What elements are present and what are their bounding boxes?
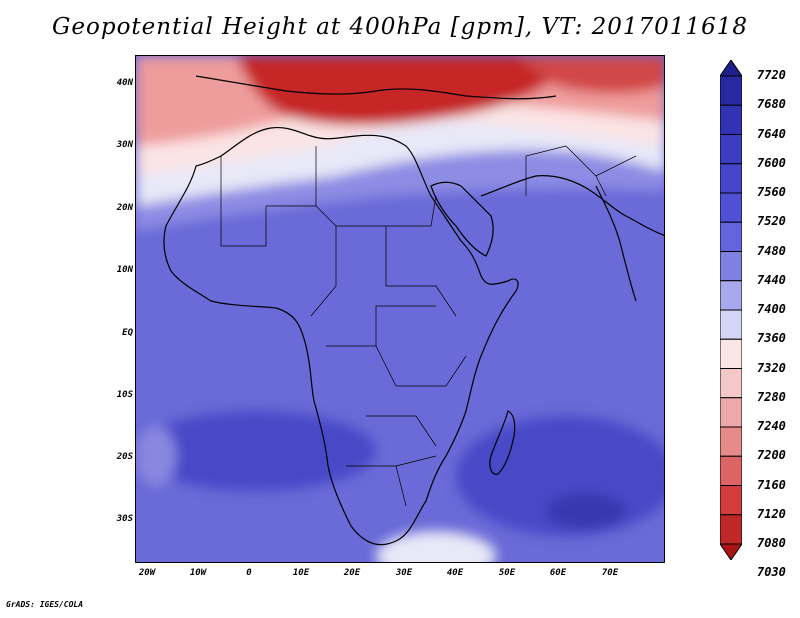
colorbar-swatch xyxy=(720,221,742,252)
colorbar xyxy=(720,60,742,560)
africa-outline xyxy=(163,126,519,546)
colorbar-level-label: 7720 xyxy=(757,68,786,82)
colorbar-level-label: 7360 xyxy=(757,331,786,346)
colorbar-swatch xyxy=(720,368,742,399)
credit-text: GrADS: IGES/COLA xyxy=(6,600,84,609)
lon-label: 60E xyxy=(549,568,567,578)
lat-label: 20S xyxy=(116,452,133,462)
mediterranean-coast xyxy=(195,75,557,100)
colorbar-bottom-arrow xyxy=(720,543,742,560)
colorbar-level-label: 7200 xyxy=(757,448,786,463)
colorbar-level-label: 7320 xyxy=(757,360,786,375)
lat-label: 20N xyxy=(116,203,133,213)
lon-label: 20E xyxy=(343,568,361,578)
colorbar-level-label: 7480 xyxy=(757,243,786,258)
colorbar-level-label: 7600 xyxy=(757,155,786,170)
lat-label: 30N xyxy=(116,140,133,150)
red-sea-outline xyxy=(430,181,494,257)
lon-label: 0 xyxy=(246,568,252,578)
lon-label: 40E xyxy=(446,568,464,578)
colorbar-swatch xyxy=(720,134,742,165)
lat-label: 40N xyxy=(116,78,133,88)
lon-label: 70E xyxy=(601,568,619,578)
colorbar-swatch xyxy=(720,397,742,428)
chart-title: Geopotential Height at 400hPa [gpm], VT:… xyxy=(52,14,748,40)
asia-coast xyxy=(480,175,664,236)
colorbar-swatch xyxy=(720,104,742,135)
lon-label: 30E xyxy=(395,568,413,578)
colorbar-swatch xyxy=(720,251,742,282)
colorbar-level-label: 7680 xyxy=(757,97,786,112)
colorbar-level-label: 7560 xyxy=(757,185,786,199)
colorbar-swatch xyxy=(720,280,742,311)
colorbar-level-label: 7120 xyxy=(757,506,786,521)
colorbar-level-label: 7240 xyxy=(757,419,786,433)
borders xyxy=(220,145,637,507)
map-svg xyxy=(136,56,664,562)
colorbar-level-label: 7030 xyxy=(757,565,786,580)
lat-label: 30S xyxy=(116,514,133,524)
lon-label: 20W xyxy=(138,568,156,578)
coastlines xyxy=(163,75,664,546)
lat-label: 10N xyxy=(116,265,133,275)
lon-label: 10E xyxy=(292,568,310,578)
colorbar-swatch xyxy=(720,485,742,516)
colorbar-swatch xyxy=(720,338,742,369)
colorbar-level-label: 7440 xyxy=(757,272,786,287)
map-panel xyxy=(135,55,665,563)
india-coast xyxy=(595,185,637,302)
lon-label: 10W xyxy=(189,568,207,578)
colorbar-level-label: 7080 xyxy=(757,536,786,550)
field-shading xyxy=(136,56,664,562)
colorbar-level-label: 7160 xyxy=(757,477,786,492)
lon-label: 50E xyxy=(498,568,516,578)
colorbar-swatch xyxy=(720,309,742,340)
colorbar-top-arrow xyxy=(720,60,742,77)
colorbar-level-label: 7400 xyxy=(757,302,786,316)
colorbar-swatch xyxy=(720,192,742,223)
colorbar-swatch xyxy=(720,75,742,106)
colorbar-level-label: 7640 xyxy=(757,126,786,141)
lat-label: 10S xyxy=(116,390,133,400)
lat-label: EQ xyxy=(122,328,133,338)
colorbar-level-label: 7280 xyxy=(757,389,786,404)
colorbar-swatch xyxy=(720,455,742,486)
colorbar-swatch xyxy=(720,163,742,194)
madagascar-outline xyxy=(489,410,516,475)
colorbar-swatch xyxy=(720,426,742,457)
colorbar-swatch xyxy=(720,514,742,545)
colorbar-level-label: 7520 xyxy=(757,214,786,229)
